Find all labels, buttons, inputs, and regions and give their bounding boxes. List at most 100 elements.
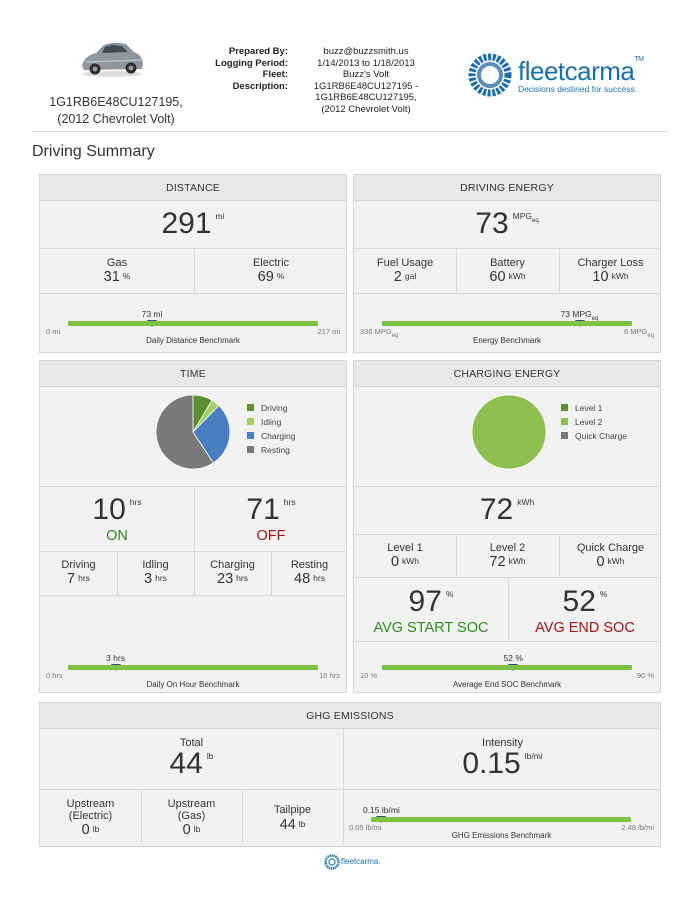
- legend-swatch: [561, 418, 568, 425]
- time-pie-chart: [155, 394, 231, 470]
- upstream-electric-label: Upstream (Electric): [66, 798, 115, 822]
- divider: [354, 293, 660, 294]
- legend-item-driving: Driving: [247, 401, 296, 415]
- time-panel: TIME Driving Idling Charging Resting 10 hrs …: [39, 360, 347, 693]
- ghg-bench-min: 0.05 lb/mi: [349, 823, 382, 832]
- start-soc-value: 97%: [408, 585, 454, 618]
- energy-bench-bar: [382, 321, 632, 326]
- divider: [141, 789, 142, 847]
- divider: [242, 789, 243, 847]
- distance-total: 291 mi: [161, 207, 225, 240]
- divider: [559, 248, 560, 293]
- footer-ring-icon: [324, 854, 340, 870]
- ghg-bench-value: 0.15 lb/mi: [362, 805, 400, 815]
- electric-label: Electric: [252, 257, 290, 269]
- charging-pie-chart: [471, 394, 547, 470]
- ghg-panel-title: GHG EMISSIONS: [40, 703, 660, 729]
- fleet-value: Buzz's Volt: [342, 69, 390, 80]
- ghg-bench-label: GHG Emissions Benchmark: [451, 831, 552, 840]
- legend-item-level-1: Level 1: [561, 401, 627, 415]
- distance-bench-min: 0 mi: [46, 327, 61, 336]
- quick-charge-label: Quick Charge: [576, 542, 645, 554]
- legend-swatch: [561, 432, 568, 439]
- divider: [40, 293, 346, 294]
- charging-energy-panel-title: CHARGING ENERGY: [354, 361, 660, 387]
- energy-bench-max: 6 MPGeq: [623, 327, 654, 339]
- time-bench-min: 0 hrs: [46, 671, 63, 680]
- vehicle-vin: 1G1RB6E48CU127195, (2012 Chevrolet Volt): [28, 94, 204, 128]
- legend-swatch: [561, 404, 568, 411]
- legend-swatch: [247, 404, 254, 411]
- logging-period-label: Logging Period:: [215, 57, 288, 69]
- end-soc-value: 52%: [562, 585, 608, 618]
- header-divider: [32, 131, 667, 132]
- legend-label: Idling: [261, 417, 282, 427]
- soc-bench-label: Average End SOC Benchmark: [452, 680, 562, 689]
- ghg-total-label: Total: [179, 737, 204, 749]
- pie-slice-resting: [155, 394, 214, 470]
- gas-label: Gas: [106, 257, 128, 269]
- end-soc-label: AVG END SOC: [535, 620, 635, 636]
- divider: [40, 551, 346, 552]
- legend-label: Quick Charge: [575, 431, 627, 441]
- time-bench-bar: [68, 665, 318, 670]
- legend-label: Driving: [261, 403, 288, 413]
- brand-tagline: Decisions destined for success.: [518, 84, 638, 94]
- driving-energy-total: 73 MPGeq: [475, 207, 539, 240]
- fleet-label: Fleet:: [262, 69, 288, 80]
- level2-label: Level 2: [489, 542, 526, 554]
- time-panel-title: TIME: [40, 361, 346, 387]
- divider: [559, 534, 560, 577]
- fuel-usage-label: Fuel Usage: [376, 257, 434, 269]
- divider: [271, 551, 272, 595]
- driving-hours-label: Driving: [61, 559, 96, 571]
- ghg-total-value: 44 lb: [169, 747, 214, 780]
- distance-bench-bar: [68, 321, 318, 326]
- distance-bench-max: 217 mi: [317, 327, 340, 336]
- vehicle-vin-line1: 1G1RB6E48CU127195,: [49, 95, 183, 109]
- divider: [456, 534, 457, 577]
- description-value-3: (2012 Chevrolet Volt): [321, 103, 411, 115]
- time-on-value: 10 hrs: [92, 493, 142, 526]
- ghg-panel: GHG EMISSIONS Total 44 lb Intensity 0.15 l…: [39, 702, 661, 847]
- legend-swatch: [247, 432, 254, 439]
- time-bench-max: 16 hrs: [319, 671, 340, 680]
- prepared-by-label: Prepared By:: [228, 46, 288, 57]
- level2-value: 72 kWh: [489, 554, 526, 570]
- soc-bench-max: 90 %: [636, 671, 654, 680]
- pie-slice-level-2: [471, 394, 547, 470]
- charging-hours-value: 23 hrs: [217, 571, 248, 587]
- driving-energy-panel: DRIVING ENERGY 73 MPGeq Fuel Usage 2 gal B…: [353, 174, 661, 353]
- energy-bench-label: Energy Benchmark: [472, 336, 542, 345]
- legend-label: Resting: [261, 445, 290, 455]
- gas-value: 31%: [103, 269, 131, 285]
- ghg-intensity-value: 0.15 lb/mi: [462, 747, 543, 780]
- fleetcarma-ring-icon: [468, 53, 512, 97]
- legend-item-resting: Resting: [247, 443, 296, 457]
- soc-bench-value: 52 %: [503, 653, 523, 663]
- divider: [508, 577, 509, 641]
- logging-period-value: 1/14/2013 to 1/18/2013: [317, 57, 415, 69]
- fleetcarma-logo: fleetcarmaTM Decisions destined for succ…: [468, 52, 644, 104]
- ghg-intensity-label: Intensity: [482, 737, 523, 749]
- prepared-by-value: buzz@buzzsmith.us: [323, 46, 409, 57]
- time-legend: Driving Idling Charging Resting: [247, 401, 296, 457]
- upstream-electric-value: 0 lb: [81, 822, 100, 838]
- charging-legend: Level 1 Level 2 Quick Charge: [561, 401, 627, 443]
- vehicle-vin-line2: (2012 Chevrolet Volt): [57, 112, 175, 126]
- description-value-1: 1G1RB6E48CU127195 -: [313, 80, 419, 92]
- time-off-value: 71 hrs: [246, 493, 296, 526]
- description-label: Description:: [232, 80, 288, 92]
- description-value-2: 1G1RB6E48CU127195,: [315, 92, 417, 103]
- legend-swatch: [247, 418, 254, 425]
- divider: [354, 577, 660, 578]
- soc-bench-min: 10 %: [360, 671, 378, 680]
- divider: [40, 248, 346, 249]
- ghg-bench-bar: [371, 817, 631, 822]
- charging-hours-label: Charging: [210, 559, 255, 571]
- vehicle-image: [82, 42, 143, 77]
- charger-loss-label: Charger Loss: [577, 257, 644, 269]
- distance-panel: DISTANCE 291 mi Gas 31% Electric 69% 73 m…: [39, 174, 347, 353]
- soc-bench-bar: [382, 665, 632, 670]
- idling-hours-value: 3 hrs: [144, 571, 167, 587]
